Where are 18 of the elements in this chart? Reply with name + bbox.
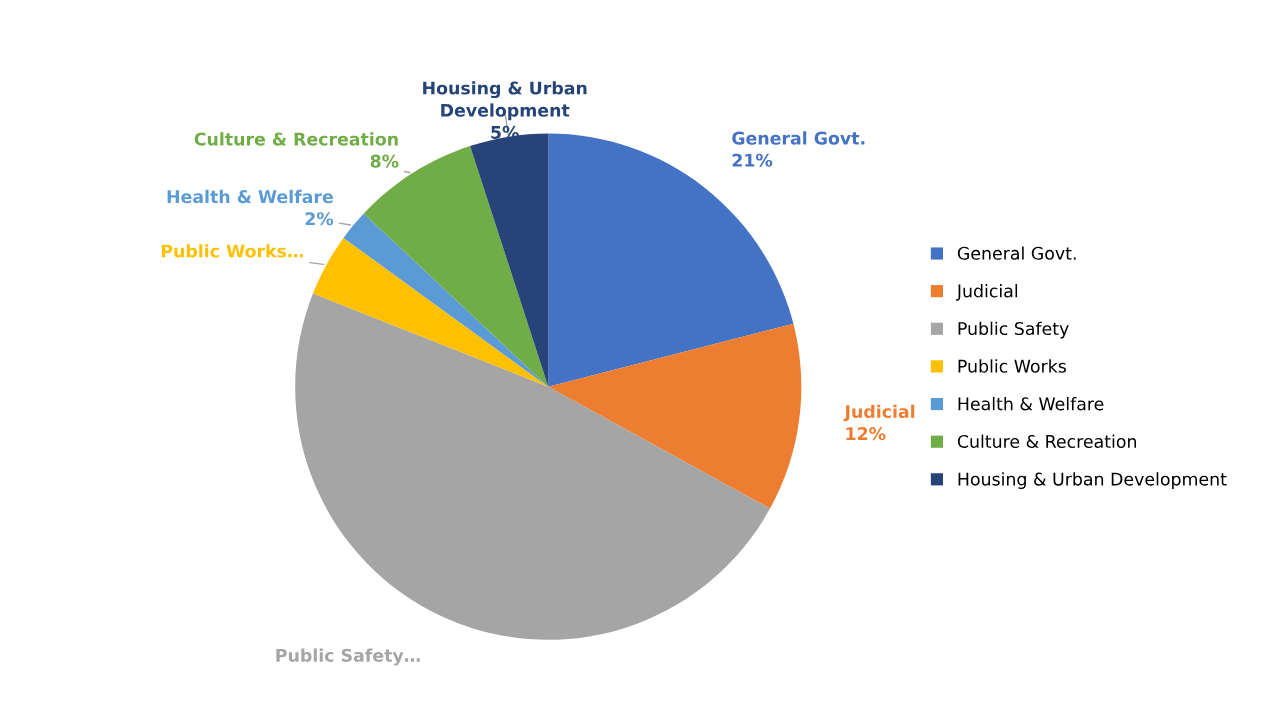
pie-slice [295, 293, 771, 640]
data-label: General Govt. 21% [732, 131, 865, 167]
pie-slice [548, 323, 802, 509]
legend-label: Public Works [958, 359, 1066, 373]
data-label: Public Safety… [276, 648, 420, 666]
legend-label: General Govt. [957, 246, 1076, 260]
legend-label: Public Safety [958, 321, 1069, 339]
pie-slice [343, 213, 549, 387]
legend-label: Culture & Recreation [957, 434, 1137, 449]
pie-slice [363, 145, 549, 387]
data-label: Health & Welfare 2% [167, 189, 334, 226]
pie-slice [312, 237, 549, 387]
legend-label: Judicial [955, 284, 1018, 301]
legend-label: Health & Welfare [958, 396, 1104, 411]
legend-label: Housing & Urban Development [958, 472, 1227, 490]
data-label: Public Works… [161, 244, 303, 258]
data-label: Culture & Recreation 8% [194, 132, 399, 168]
data-label: Judicial 12% [843, 404, 915, 441]
